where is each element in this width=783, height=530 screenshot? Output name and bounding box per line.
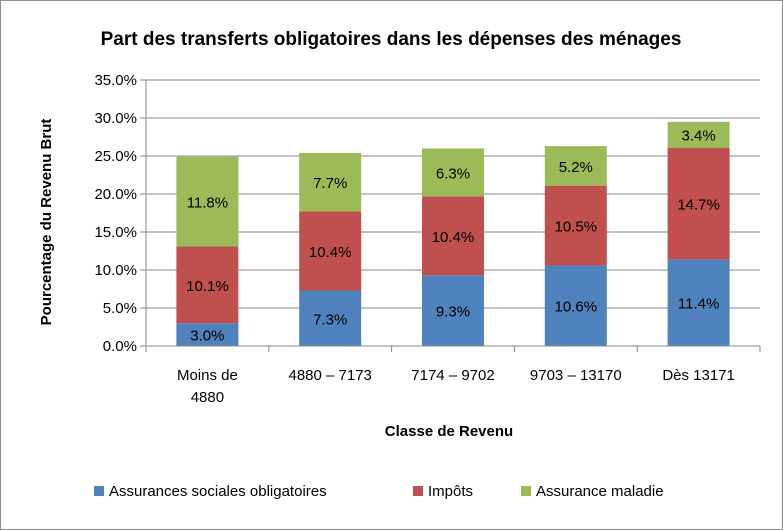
x-axis-ticks: Moins de 4880 4880 – 7173 7174 – 9702 9703 –… — [177, 367, 735, 406]
data-label: 10.5% — [555, 219, 598, 236]
bar-segment — [422, 275, 484, 346]
data-label: 6.3% — [436, 165, 470, 182]
y-axis-ticks: 0.0% 5.0% 10.0% 15.0% 20.0% 25.0% 30.0% 35.0% — [94, 72, 146, 355]
legend-swatch — [521, 486, 531, 496]
y-tick-label: 35.0% — [94, 72, 137, 89]
y-tick-label: 30.0% — [94, 110, 137, 127]
y-tick-label: 5.0% — [103, 300, 137, 317]
x-tick-label: 4880 – 7173 — [288, 367, 371, 384]
x-tick-label: Dès 13171 — [662, 367, 735, 384]
bar-segment — [667, 121, 730, 148]
bar-segment — [422, 196, 484, 276]
y-tick-label: 15.0% — [94, 224, 137, 241]
bar-segment — [667, 259, 730, 346]
y-tick-label: 25.0% — [94, 148, 137, 165]
bar-segment — [667, 147, 730, 260]
y-tick-label: 0.0% — [103, 338, 137, 355]
data-label: 3.0% — [190, 328, 224, 345]
data-label: 11.8% — [187, 195, 228, 212]
legend: Assurances sociales obligatoires Impôts As… — [94, 483, 664, 500]
data-label: 14.7% — [677, 197, 720, 214]
axes — [145, 80, 761, 352]
data-label: 10.6% — [555, 299, 598, 316]
bar-segment — [176, 246, 239, 324]
x-tick-label: 9703 – 13170 — [530, 367, 622, 384]
x-tick-label: 4880 — [191, 389, 224, 406]
x-tick-label: 7174 – 9702 — [411, 367, 494, 384]
bar-segment — [299, 152, 362, 212]
y-tick-label: 10.0% — [94, 262, 137, 279]
data-label: 9.3% — [436, 304, 470, 321]
legend-label: Assurances sociales obligatoires — [109, 483, 327, 500]
y-tick-label: 20.0% — [94, 186, 137, 203]
legend-swatch — [413, 486, 423, 496]
bar-segment — [176, 156, 239, 247]
legend-label: Assurance maladie — [536, 483, 664, 500]
data-label: 10.1% — [186, 278, 229, 295]
chart-title: Part des transferts obligatoires dans le… — [101, 29, 682, 50]
data-label: 5.2% — [559, 159, 593, 176]
data-labels: 3.0% 10.1% 11.8% 7.3% 10.4% 7.7% 9.3% 10.4% 6.3%… — [186, 128, 720, 345]
bar-segment — [299, 211, 362, 291]
legend-swatch — [94, 486, 104, 496]
bar-segment — [176, 323, 239, 346]
bar-segment — [544, 265, 607, 346]
bar-segment — [422, 148, 484, 197]
data-label: 10.4% — [309, 244, 352, 261]
bar-segment — [544, 185, 607, 266]
bars — [176, 121, 730, 346]
data-label: 7.3% — [313, 311, 347, 328]
data-label: 3.4% — [681, 128, 715, 145]
bar-segment — [544, 146, 607, 186]
data-label: 10.4% — [432, 229, 475, 246]
bar-segment — [299, 290, 362, 346]
data-label: 7.7% — [313, 175, 347, 192]
data-label: 11.4% — [678, 296, 719, 313]
legend-label: Impôts — [428, 483, 473, 500]
y-axis-title: Pourcentage du Revenu Brut — [38, 119, 55, 326]
x-tick-label: Moins de — [177, 367, 238, 384]
x-axis-title: Classe de Revenu — [385, 423, 513, 440]
